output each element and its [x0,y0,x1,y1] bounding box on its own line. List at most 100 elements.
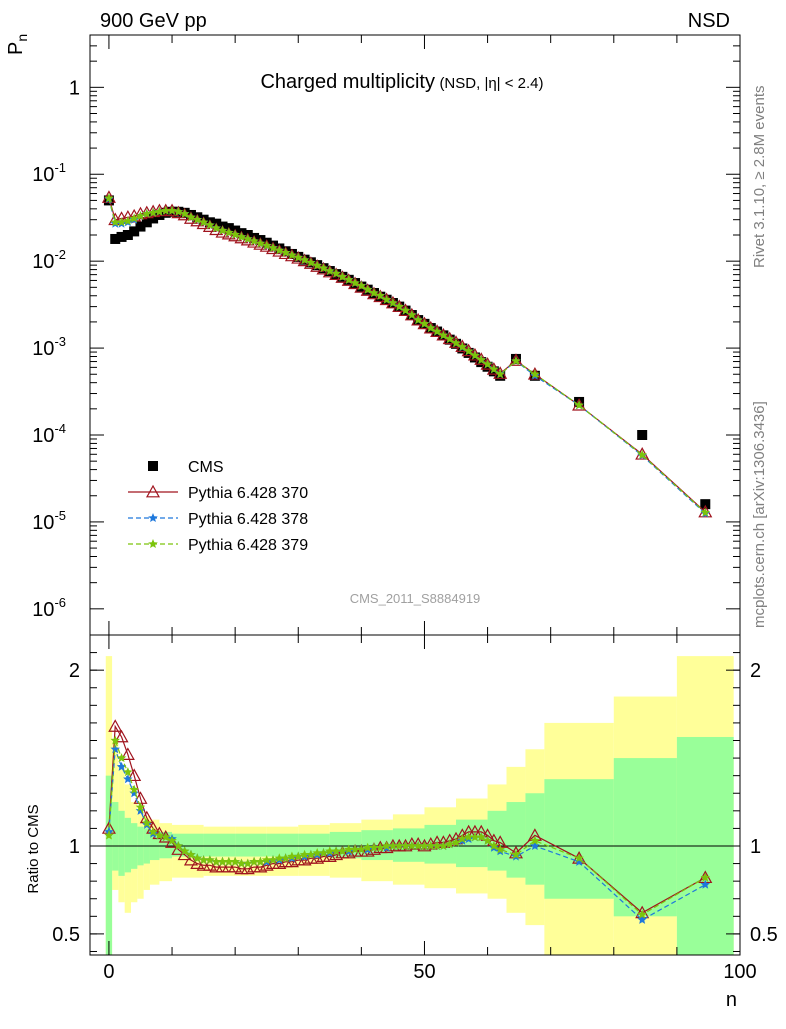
ratio-point-379 [236,858,247,868]
pythia-point-370 [360,283,375,296]
legend-label: Pythia 6.428 378 [188,511,308,528]
pythia-point-379 [419,318,430,328]
legend-label: CMS [188,459,224,476]
pythia-point-379 [274,245,285,255]
ratio-ylabel: Ratio to CMS [25,804,42,893]
ratio-point-379 [318,848,329,858]
pythia-point-379 [426,323,436,333]
upper-ytick-exp: -3 [54,334,66,349]
pythia-point-379 [445,334,455,344]
cms-point [482,361,493,372]
pythia-point-379 [438,330,449,340]
pythia-point-379 [230,229,240,239]
upper-ytick-label: 1 [69,77,80,99]
band-inner-bin [266,833,299,857]
chart-title-main: Charged multiplicity [260,71,435,93]
pythia-point-379 [574,400,584,410]
pythia-point-379 [482,359,493,369]
pythia-point-379 [261,240,272,250]
pythia-point-379 [463,346,474,356]
ratio-point-379 [445,839,455,849]
ratio-point-379 [574,853,584,863]
pythia-point-379 [268,242,278,252]
pythia-point-379 [236,231,247,241]
pythia-point-379 [394,301,404,311]
upper-ytick-exp: -1 [54,160,66,175]
pythia-point-379 [287,250,297,260]
ratio-point-379 [148,826,158,836]
ratio-point-379 [192,853,202,863]
upper-ytick-label: 10-4 [32,421,66,447]
ratio-ytick-label-right: 0.5 [750,924,778,946]
pythia-point-379 [148,207,158,217]
ratio-point-379 [489,841,499,850]
cms-point [637,430,648,440]
pythia-point-370 [265,241,281,255]
pythia-point-379 [476,355,486,364]
ratio-point-379 [243,858,253,868]
header-left: 900 GeV pp [100,10,207,32]
ratio-point-379 [388,841,398,850]
pythia-point-370 [329,267,344,281]
cms-point [141,217,152,228]
ratio-point-379 [637,909,647,919]
legend-marker [148,539,158,548]
ratio-point-379 [325,846,335,856]
ratio-ytick-label: 2 [69,660,80,682]
ratio-point-379 [530,835,540,845]
ratio-point-379 [438,841,449,850]
ratio-point-370 [190,856,205,869]
ratio-point-379 [186,849,196,859]
ratio-point-379 [217,856,228,866]
pythia-point-379 [224,227,234,237]
ratio-point-379 [331,846,341,856]
ratio-point-378 [116,761,127,771]
ratio-point-379 [700,872,710,882]
upper-ytick-label: 10-1 [32,160,66,186]
ratio-point-379 [154,830,165,840]
upper-ytick-base: 10 [32,338,54,360]
ratio-point-379 [511,849,521,859]
upper-axes: 110-110-210-310-410-510-6 [32,34,741,635]
ratio-point-379 [451,837,461,847]
upper-ytick-base: 10 [32,425,54,447]
ratio-point-379 [299,849,310,859]
pythia-point-379 [388,298,398,308]
pythia-point-379 [135,211,146,221]
ratio-point-379 [274,853,285,863]
upper-ylabel-main: P [5,42,27,55]
upper-ytick-exp: -4 [54,421,66,436]
ratio-point-370 [411,836,426,850]
ratio-point-370 [120,747,135,760]
pythia-point-379 [637,449,647,459]
cms-point [135,221,146,232]
ratio-point-370 [114,729,129,743]
cms-point [122,230,133,240]
pythia-point-370 [303,256,318,269]
pythia-point-370 [310,259,325,272]
ratio-point-370 [165,835,180,848]
ratio-point-379 [337,846,348,856]
pythia-point-379 [217,225,228,235]
pythia-point-370 [335,270,350,283]
ratio-point-379 [104,830,114,840]
pythia-point-379 [186,212,196,222]
pythia-point-379 [167,205,177,215]
pythia-point-370 [316,261,331,275]
upper-ytick-label: 10-2 [32,247,66,273]
ratio-point-379 [280,853,291,863]
band-inner-bin [124,817,132,873]
ratio-point-378 [530,841,540,850]
ratio-point-379 [205,855,215,865]
band-inner-bin [203,833,236,857]
pythia-point-370 [322,264,337,278]
upper-ytick-base: 10 [32,251,54,273]
legend-marker [145,484,161,498]
ratio-point-379 [123,767,133,777]
upper-ytick-label: 10-3 [32,334,66,360]
pythia-point-379 [154,206,165,216]
pythia-point-370 [247,235,262,248]
header-right: NSD [688,10,730,32]
cms-point [148,213,159,224]
xtick-label: 100 [723,961,756,983]
